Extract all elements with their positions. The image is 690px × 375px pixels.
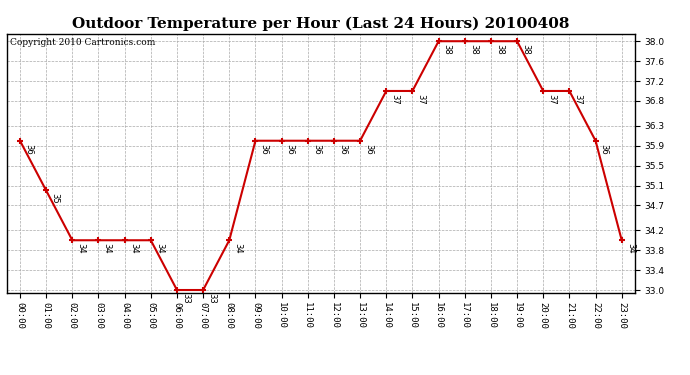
Text: 34: 34 bbox=[626, 243, 635, 254]
Text: 36: 36 bbox=[600, 144, 609, 154]
Text: 34: 34 bbox=[233, 243, 242, 254]
Text: 36: 36 bbox=[338, 144, 347, 154]
Text: 36: 36 bbox=[286, 144, 295, 154]
Title: Outdoor Temperature per Hour (Last 24 Hours) 20100408: Outdoor Temperature per Hour (Last 24 Ho… bbox=[72, 17, 570, 31]
Text: 36: 36 bbox=[312, 144, 321, 154]
Text: 33: 33 bbox=[207, 293, 216, 303]
Text: 34: 34 bbox=[129, 243, 138, 254]
Text: 35: 35 bbox=[50, 193, 59, 204]
Text: 34: 34 bbox=[77, 243, 86, 254]
Text: 33: 33 bbox=[181, 293, 190, 303]
Text: 38: 38 bbox=[521, 44, 530, 55]
Text: 34: 34 bbox=[103, 243, 112, 254]
Text: 34: 34 bbox=[155, 243, 164, 254]
Text: 38: 38 bbox=[495, 44, 504, 55]
Text: 37: 37 bbox=[417, 94, 426, 105]
Text: Copyright 2010 Cartronics.com: Copyright 2010 Cartronics.com bbox=[10, 38, 155, 46]
Text: 36: 36 bbox=[259, 144, 268, 154]
Text: 37: 37 bbox=[573, 94, 582, 105]
Text: 37: 37 bbox=[547, 94, 556, 105]
Text: 38: 38 bbox=[443, 44, 452, 55]
Text: 37: 37 bbox=[391, 94, 400, 105]
Text: 36: 36 bbox=[24, 144, 33, 154]
Text: 38: 38 bbox=[469, 44, 478, 55]
Text: 36: 36 bbox=[364, 144, 373, 154]
